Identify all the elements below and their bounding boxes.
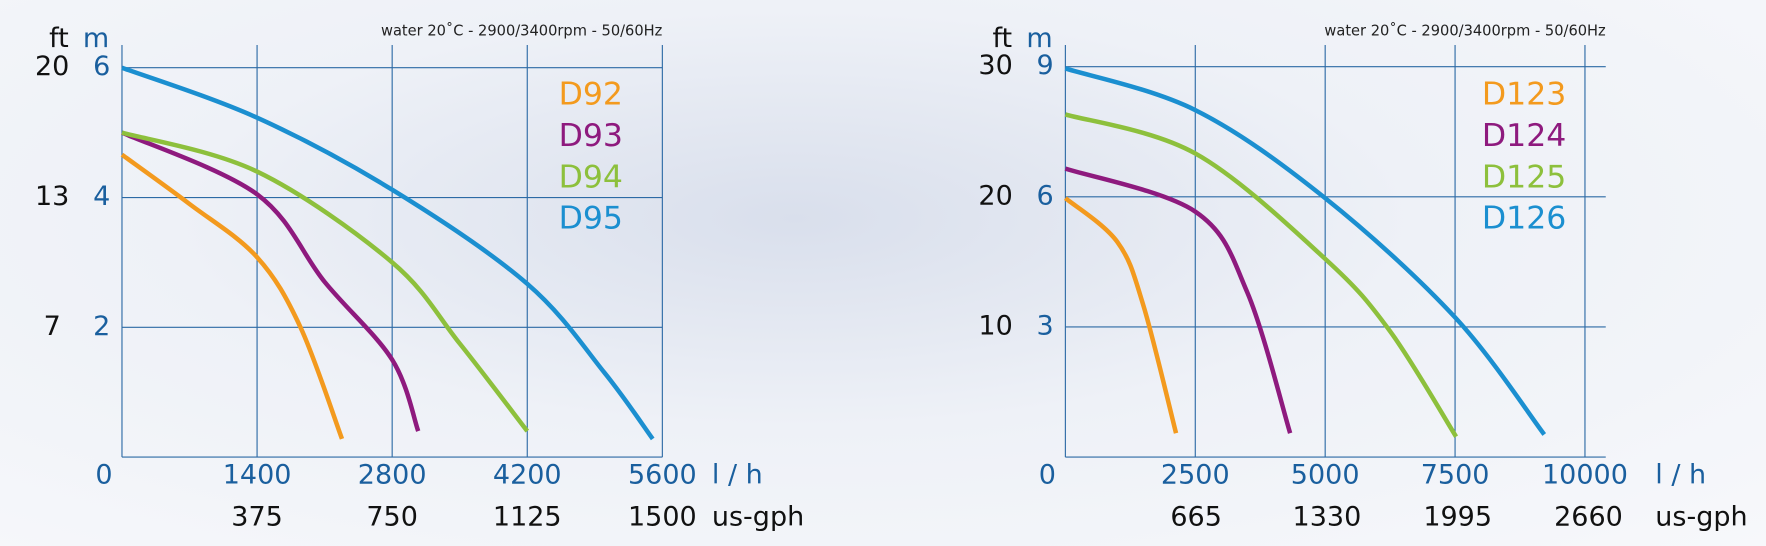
x2-tick-label: 750 bbox=[366, 501, 418, 532]
x-tick-label: 10000 bbox=[1542, 460, 1628, 491]
y2-tick-label: 13 bbox=[35, 181, 69, 212]
line bbox=[1064, 66, 1547, 436]
x2-tick-label: 1500 bbox=[628, 501, 697, 532]
x2-tick-label: 1125 bbox=[493, 501, 562, 532]
legend-entry: D123 bbox=[1482, 77, 1566, 113]
line bbox=[121, 130, 421, 432]
line bbox=[121, 130, 530, 433]
y-tick-label: 6 bbox=[93, 51, 110, 82]
x-tick-label: 4200 bbox=[493, 460, 562, 491]
annotation: water 20˚C - 2900/3400rpm - 50/60Hz bbox=[1324, 23, 1606, 40]
legend-entry: D93 bbox=[559, 118, 623, 154]
y-axis-label: m bbox=[1026, 23, 1052, 54]
x2-axis-label: us-gph bbox=[1655, 501, 1747, 532]
line bbox=[1063, 196, 1179, 434]
y2-tick-label: 10 bbox=[978, 310, 1012, 341]
x-tick-label: 2500 bbox=[1161, 460, 1230, 491]
x2-tick-label: 1995 bbox=[1423, 501, 1492, 532]
x2-tick-label: 375 bbox=[231, 501, 283, 532]
legend-entry: D126 bbox=[1482, 201, 1566, 237]
line bbox=[1064, 166, 1293, 434]
x2-axis-label: us-gph bbox=[712, 501, 804, 532]
y2-tick-label: 30 bbox=[978, 50, 1012, 81]
x-tick-label: 0 bbox=[1039, 460, 1056, 491]
legend-entry: D95 bbox=[559, 201, 623, 237]
x2-tick-label: 1330 bbox=[1293, 501, 1362, 532]
y2-tick-label: 7 bbox=[44, 311, 61, 342]
x-axis-label: l / h bbox=[1655, 460, 1706, 491]
y-tick-label: 6 bbox=[1037, 180, 1054, 211]
x-axis-label: l / h bbox=[712, 460, 763, 491]
line bbox=[120, 152, 345, 440]
x-tick-label: 5000 bbox=[1291, 460, 1360, 491]
legend-entry: D124 bbox=[1482, 118, 1566, 154]
y-tick-label: 4 bbox=[93, 181, 110, 212]
legend-entry: D94 bbox=[559, 159, 623, 195]
line bbox=[1064, 112, 1459, 438]
x-tick-label: 0 bbox=[95, 460, 112, 491]
x2-tick-label: 2660 bbox=[1554, 501, 1623, 532]
legend-entry: D125 bbox=[1482, 159, 1566, 195]
y-tick-label: 2 bbox=[93, 311, 110, 342]
y-tick-label: 3 bbox=[1037, 310, 1054, 341]
y2-tick-label: 20 bbox=[978, 180, 1012, 211]
x2-tick-label: 665 bbox=[1170, 501, 1222, 532]
x-tick-label: 1400 bbox=[223, 460, 292, 491]
legend-entry: D92 bbox=[559, 77, 623, 113]
x-tick-label: 5600 bbox=[628, 460, 697, 491]
annotation: water 20˚C - 2900/3400rpm - 50/60Hz bbox=[381, 23, 663, 40]
y2-axis-label: ft bbox=[49, 23, 69, 54]
y-tick-label: 9 bbox=[1037, 50, 1054, 81]
x-tick-label: 2800 bbox=[358, 460, 427, 491]
y2-tick-label: 20 bbox=[35, 51, 69, 82]
y-axis-label: m bbox=[83, 23, 109, 54]
line bbox=[121, 65, 655, 441]
x-tick-label: 7500 bbox=[1421, 460, 1490, 491]
y2-axis-label: ft bbox=[993, 23, 1013, 54]
